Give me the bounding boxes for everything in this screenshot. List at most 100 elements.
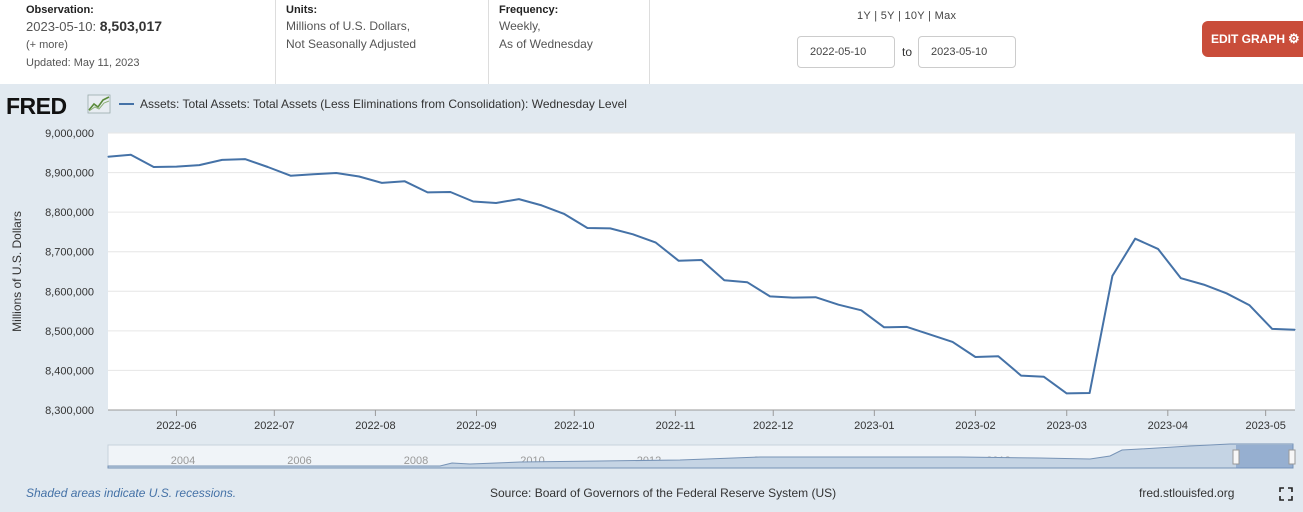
y-tick-label: 8,600,000 xyxy=(45,286,94,298)
edit-graph-button[interactable]: EDIT GRAPH ⚙ xyxy=(1202,21,1303,57)
data-point xyxy=(815,296,817,298)
data-point xyxy=(404,180,406,182)
edit-graph-label: EDIT GRAPH xyxy=(1211,32,1286,46)
navigator-handle-right xyxy=(1288,449,1296,465)
observation-number: 8,503,017 xyxy=(99,18,163,34)
frequency-label: Frequency: xyxy=(499,4,559,16)
x-tick-label: 2022-09 xyxy=(456,420,496,432)
y-tick-label: 8,700,000 xyxy=(45,247,94,259)
data-point xyxy=(929,333,931,336)
data-point xyxy=(541,204,543,207)
data-point xyxy=(951,341,954,343)
legend-series-name: Assets: Total Assets: Total Assets (Less… xyxy=(140,97,627,111)
data-point xyxy=(655,242,657,244)
x-tick-label: 2022-08 xyxy=(355,420,395,432)
data-point xyxy=(883,326,885,328)
x-tick-label: 2023-01 xyxy=(854,420,894,432)
data-point xyxy=(335,172,337,174)
more-link[interactable]: (+ more) xyxy=(26,39,68,51)
frequency-line2: As of Wednesday xyxy=(499,37,593,51)
range-selector: 1Y | 5Y | 10Y | Max xyxy=(857,10,957,22)
fred-chart-logo-icon xyxy=(87,94,111,114)
navigator-label: 2008 xyxy=(404,455,428,467)
data-point xyxy=(1134,238,1136,240)
data-point xyxy=(586,227,588,229)
data-point xyxy=(1180,277,1182,279)
data-point xyxy=(1020,374,1022,377)
data-point xyxy=(312,173,315,175)
data-point xyxy=(837,304,840,306)
start-date-input[interactable] xyxy=(797,36,895,68)
fred-logo[interactable]: FRED xyxy=(6,93,67,119)
data-point xyxy=(472,200,474,203)
data-point xyxy=(290,175,292,177)
data-point xyxy=(1271,328,1273,330)
x-tick-label: 2022-06 xyxy=(156,420,196,432)
y-tick-label: 8,500,000 xyxy=(45,326,94,338)
data-point xyxy=(495,202,497,204)
data-point xyxy=(449,191,452,193)
units-line2: Not Seasonally Adjusted xyxy=(286,37,417,51)
data-point xyxy=(1225,292,1228,294)
data-point xyxy=(1157,248,1159,250)
frequency-line1: Weekly, xyxy=(499,19,541,33)
data-point xyxy=(381,182,383,184)
data-point xyxy=(792,297,794,299)
data-point xyxy=(997,355,999,357)
data-point xyxy=(678,260,680,262)
data-point xyxy=(1066,392,1068,394)
units-label: Units: xyxy=(286,4,318,16)
plot-area xyxy=(108,133,1295,410)
updated-text: Updated: May 11, 2023 xyxy=(26,57,140,69)
range-1y[interactable]: 1Y xyxy=(857,10,871,22)
fullscreen-icon[interactable] xyxy=(1279,487,1293,501)
x-tick-label: 2022-07 xyxy=(254,420,294,432)
recessions-note: Shaded areas indicate U.S. recessions. xyxy=(26,486,237,500)
navigator-label: 2004 xyxy=(171,455,195,467)
site-link[interactable]: fred.stlouisfed.org xyxy=(1139,486,1235,500)
data-point xyxy=(426,191,429,193)
x-tick-label: 2022-11 xyxy=(656,420,696,432)
data-point xyxy=(1294,329,1296,331)
navigator-selection xyxy=(1236,445,1293,468)
data-point xyxy=(1203,283,1205,286)
data-point xyxy=(860,309,862,311)
range-max[interactable]: Max xyxy=(934,10,957,22)
data-point xyxy=(153,166,155,168)
navigator-label: 2006 xyxy=(287,455,311,467)
range-5y[interactable]: 5Y xyxy=(880,10,895,22)
data-point xyxy=(700,259,703,261)
data-point xyxy=(244,158,246,160)
data-point xyxy=(906,326,908,328)
range-10y[interactable]: 10Y xyxy=(904,10,925,22)
observation-value: 2023-05-10: 8,503,017 xyxy=(26,17,275,36)
data-point xyxy=(358,175,360,178)
data-point xyxy=(723,279,725,281)
data-point xyxy=(175,166,178,168)
legend-swatch xyxy=(119,103,134,105)
data-point xyxy=(1111,275,1113,277)
x-tick-label: 2023-02 xyxy=(955,420,995,432)
data-point xyxy=(107,156,109,158)
y-tick-label: 8,400,000 xyxy=(45,365,94,377)
navigator-area xyxy=(107,443,1294,469)
info-bar: Observation: 2023-05-10: 8,503,017 (+ mo… xyxy=(0,0,1303,84)
y-tick-label: 8,300,000 xyxy=(45,405,94,417)
gear-icon: ⚙ xyxy=(1288,31,1300,46)
data-point xyxy=(746,281,748,283)
data-point xyxy=(1248,304,1250,306)
data-point xyxy=(769,295,771,298)
x-tick-label: 2023-04 xyxy=(1148,420,1188,432)
units-panel: Units: Millions of U.S. Dollars, Not Sea… xyxy=(276,0,489,84)
end-date-input[interactable] xyxy=(918,36,1016,68)
data-point xyxy=(1043,376,1045,378)
observation-date: 2023-05-10: xyxy=(26,19,97,34)
data-point xyxy=(632,233,634,235)
data-point xyxy=(198,164,200,166)
observation-label: Observation: xyxy=(26,4,94,16)
data-point xyxy=(221,159,223,161)
to-label: to xyxy=(902,45,913,59)
units-line1: Millions of U.S. Dollars, xyxy=(286,19,411,33)
x-tick-label: 2022-12 xyxy=(753,420,793,432)
